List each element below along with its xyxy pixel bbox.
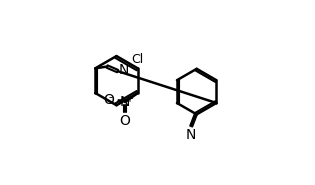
Text: Cl: Cl xyxy=(131,53,143,66)
Text: N: N xyxy=(118,63,129,77)
Text: O: O xyxy=(120,114,130,128)
Text: +: + xyxy=(125,94,133,104)
Text: N: N xyxy=(120,95,130,109)
Text: -: - xyxy=(108,92,112,102)
Text: O: O xyxy=(103,93,114,107)
Text: N: N xyxy=(186,128,196,142)
